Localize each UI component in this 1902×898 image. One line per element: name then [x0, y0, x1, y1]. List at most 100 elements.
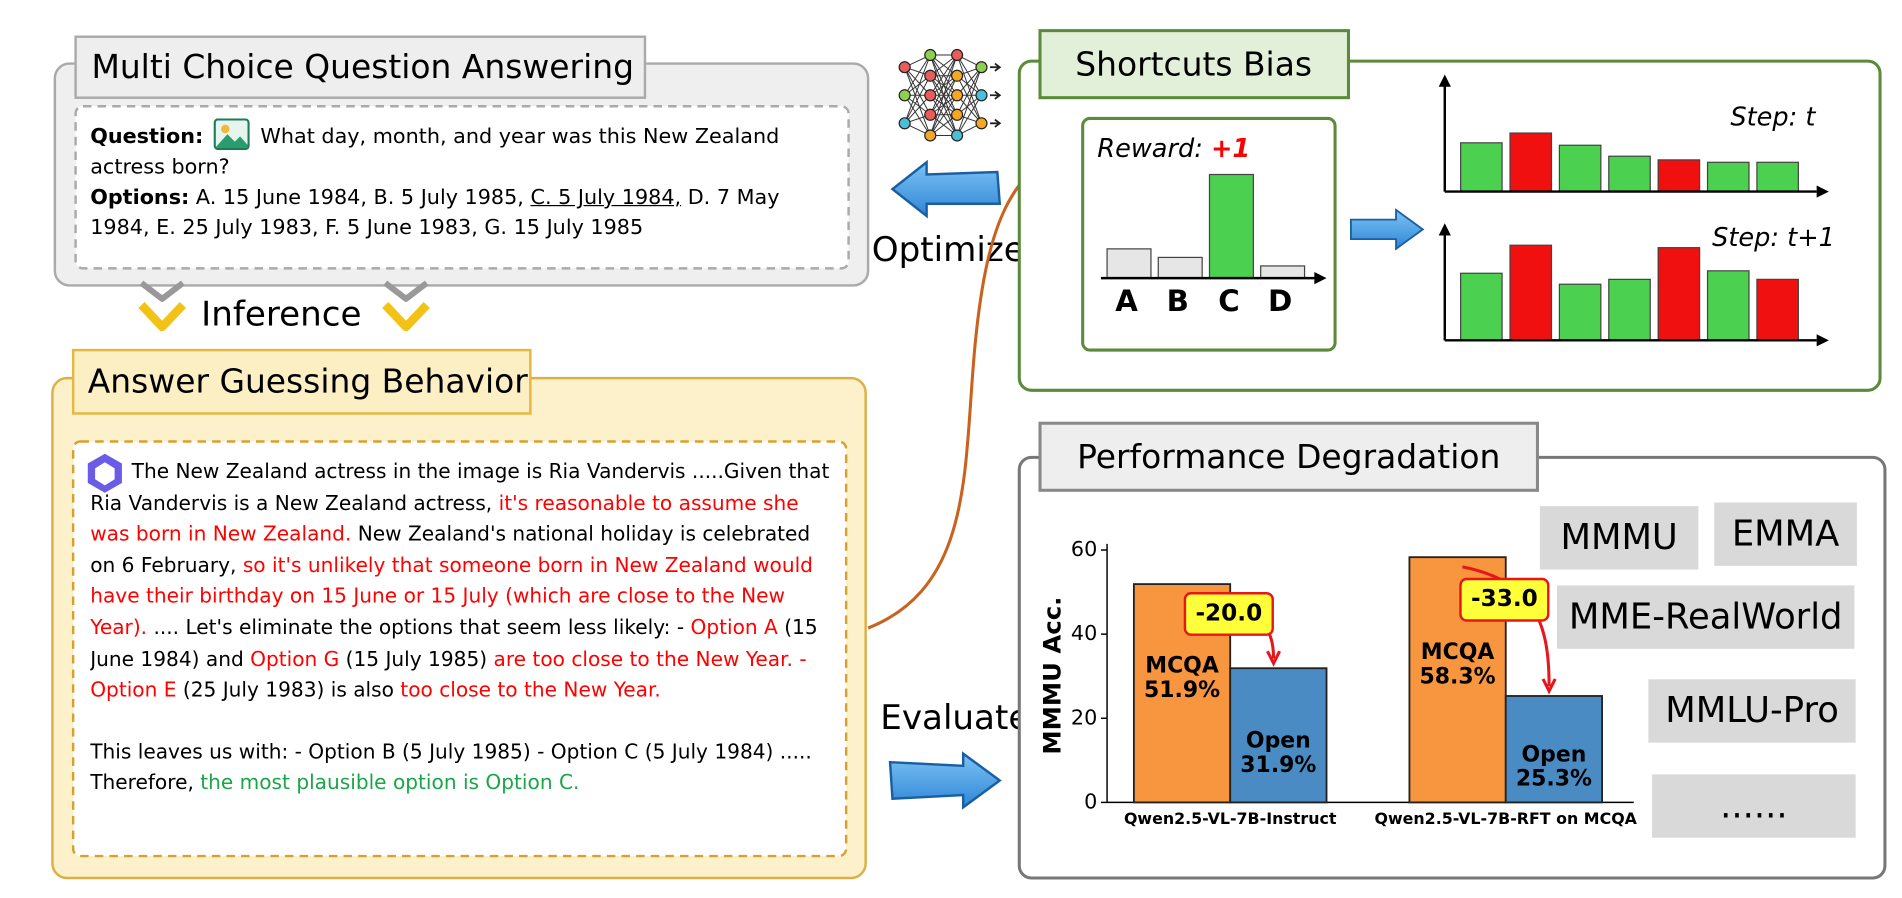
response-segment: (25 July 1983) is also: [176, 678, 401, 702]
output-arrow: [990, 62, 1002, 72]
response-text-area: The New Zealand actress in the image is …: [90, 456, 836, 799]
guessing-title-box: [71, 348, 532, 415]
reward-bar: [1208, 173, 1254, 279]
bar-series-name: Open: [1521, 742, 1586, 767]
image-icon: [213, 118, 250, 151]
step-charts: [1438, 74, 1829, 347]
step-arrow: [1349, 208, 1425, 251]
value-label: 51.9%: [1144, 678, 1220, 703]
benchmarks: MMMU EMMA MME-RealWorld MMLU-Pro......: [1539, 502, 1857, 838]
edge: [956, 94, 982, 136]
edge: [956, 66, 982, 115]
response-segment: Option G: [250, 647, 340, 671]
axis-arrow: [1438, 223, 1451, 236]
value-label: 31.9%: [1240, 753, 1316, 778]
node: [924, 108, 937, 121]
option-label: B: [1167, 284, 1189, 318]
axis-arrow: [1314, 272, 1327, 285]
response-segment: the most plausible option is Option C.: [200, 771, 580, 795]
node: [951, 48, 964, 62]
edge: [929, 54, 958, 136]
delta-arrowhead: [1266, 650, 1282, 667]
node: [924, 89, 937, 102]
bar-series-name: MCQA: [1145, 653, 1219, 678]
node: [898, 117, 911, 130]
reward-bar: [1260, 265, 1306, 279]
step-bar: [1756, 278, 1799, 341]
node: [898, 61, 911, 74]
delta-arrowhead: [1541, 678, 1557, 695]
network-icon: [898, 48, 1002, 142]
x-tick-label: Qwen2.5-VL-7B-RFT on MCQA: [1375, 809, 1638, 828]
step-label: Step: t: [1730, 102, 1816, 132]
benchmark-label: MME-RealWorld: [1569, 596, 1843, 637]
response-segment: New Zealand's national holiday is celebr…: [90, 522, 811, 577]
evaluate-arrow: [888, 751, 1002, 810]
node: [924, 69, 937, 82]
node: [951, 89, 964, 102]
x-tick-label: Qwen2.5-VL-7B-Instruct: [1124, 809, 1337, 828]
response-segment: so it's unlikely that someone born in Ne…: [90, 553, 813, 639]
reward-line: Reward: +1: [1097, 134, 1250, 164]
edge: [904, 66, 931, 96]
response-box: [71, 440, 848, 858]
edge: [929, 54, 958, 96]
node: [924, 129, 937, 142]
bar-series-name: Open: [1246, 728, 1311, 753]
value-label: 58.3%: [1420, 664, 1496, 689]
node: [975, 117, 988, 130]
bar: [1229, 667, 1328, 804]
shortcuts-title: Shortcuts Bias: [1075, 44, 1312, 83]
paragraph: The New Zealand actress in the image is …: [90, 456, 836, 706]
y-tick-label: 0: [1084, 789, 1097, 813]
mcqa-title-box: [74, 35, 647, 99]
node: [924, 48, 937, 62]
option-label: D: [1268, 284, 1292, 318]
degradation-title: Performance Degradation: [1077, 437, 1500, 476]
step-bar: [1509, 132, 1553, 193]
bar-chart: 0204060Qwen2.5-VL-7B-InstructMCQA51.9%Op…: [1071, 537, 1638, 828]
option-label: A: [1115, 284, 1138, 318]
benchmark-label: MMMU: [1560, 517, 1677, 558]
edge: [956, 54, 982, 124]
question-text-area: Question: What day, month, and year was …: [90, 118, 840, 244]
delta-badge: [1459, 577, 1550, 622]
response-segment: Option A: [690, 615, 778, 639]
response-segment: too close to the New Year.: [400, 678, 661, 702]
reward-value: +1: [1211, 134, 1250, 164]
step-bar: [1706, 270, 1750, 341]
step-bar: [1608, 278, 1651, 341]
node: [898, 89, 911, 102]
step-bar: [1657, 159, 1701, 193]
edge: [904, 54, 931, 96]
guessing-title: Answer Guessing Behavior: [88, 361, 528, 400]
y-axis-label: MMMU Acc.: [1037, 597, 1066, 755]
step-bar: [1460, 272, 1503, 341]
step-bar: [1657, 247, 1701, 341]
edge: [904, 66, 931, 115]
edge: [929, 75, 958, 136]
benchmark-box: [1714, 502, 1857, 566]
question-label: Question:: [90, 124, 204, 149]
node: [951, 129, 964, 142]
edge: [956, 54, 982, 96]
edge: [956, 66, 982, 96]
options: D. 7 May 1984, E. 25 July 1983, F. 5 Jun…: [90, 185, 780, 241]
response: The New Zealand actress in the image is …: [90, 456, 836, 799]
edge: [956, 94, 982, 124]
optimize-arrow: [890, 159, 1002, 219]
benchmark-label: ......: [1720, 785, 1787, 826]
reward-bar: [1106, 248, 1152, 279]
question-box: [74, 105, 850, 270]
y-tick-label: 60: [1071, 537, 1097, 561]
step-bar: [1558, 144, 1602, 193]
shortcuts-title-box: [1038, 29, 1350, 100]
axis-arrow: [1438, 74, 1451, 87]
optimize-label: Optimize: [872, 230, 1025, 270]
step-bar: [1460, 142, 1503, 193]
step-bar: [1706, 161, 1750, 193]
question-block: Question: What day, month, and year was …: [90, 118, 840, 244]
options-label: Options:: [90, 185, 190, 210]
benchmark-box: [1539, 506, 1699, 570]
